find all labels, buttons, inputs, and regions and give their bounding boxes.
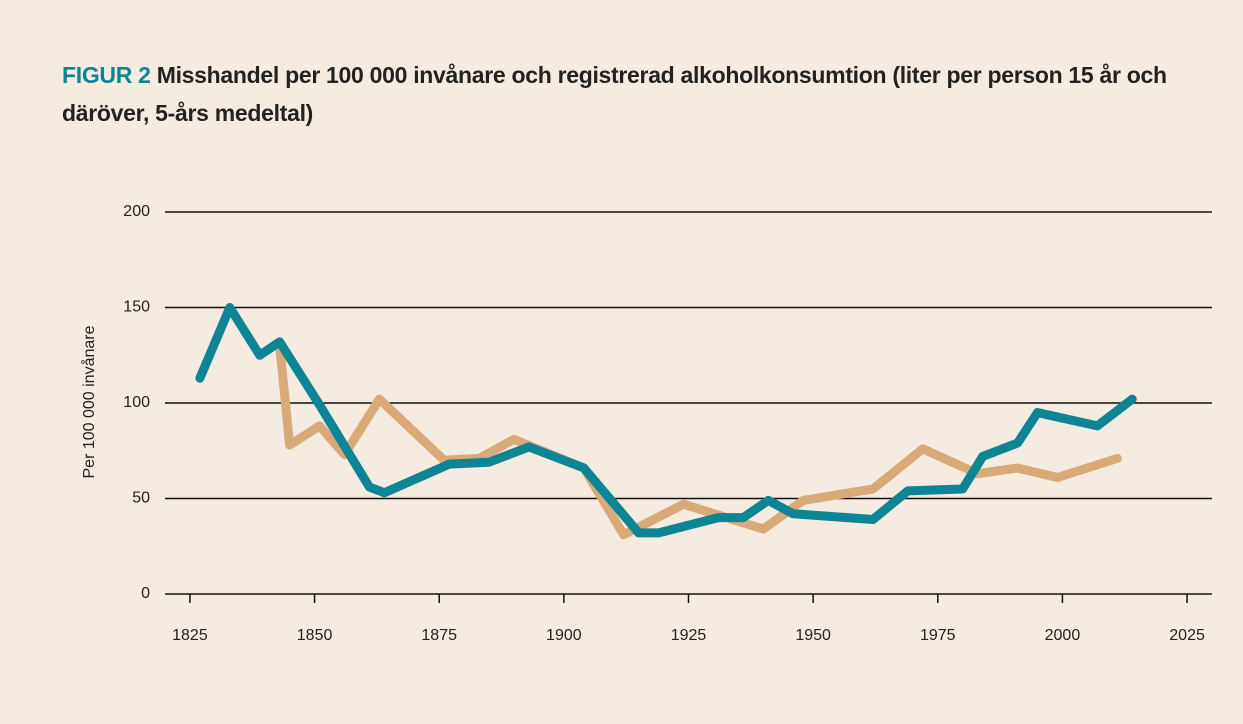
chart-title: Misshandel per 100 000 invånare och regi… bbox=[62, 62, 1167, 126]
y-tick-label: 0 bbox=[141, 585, 150, 602]
line bbox=[195, 303, 1137, 538]
x-tick-label: 1825 bbox=[172, 627, 208, 644]
x-tick-label: 1875 bbox=[421, 627, 457, 644]
y-tick-label: 50 bbox=[132, 490, 150, 507]
x-tick-label: 1950 bbox=[795, 627, 831, 644]
y-tick-label: 200 bbox=[123, 203, 150, 220]
line bbox=[275, 341, 1122, 540]
figure-label: FIGUR 2 bbox=[62, 62, 151, 88]
y-tick-label: 150 bbox=[123, 299, 150, 316]
x-tick-label: 1900 bbox=[546, 627, 582, 644]
x-tick-label: 1925 bbox=[671, 627, 707, 644]
chart-title-block: FIGUR 2 Misshandel per 100 000 invånare … bbox=[62, 56, 1172, 132]
x-tick-label: 2000 bbox=[1045, 627, 1081, 644]
x-tick-label: 1975 bbox=[920, 627, 956, 644]
x-tick-label: 1850 bbox=[297, 627, 333, 644]
x-tick-label: 2025 bbox=[1169, 627, 1205, 644]
y-axis-label: Per 100 000 invånare bbox=[80, 325, 98, 478]
y-tick-label: 100 bbox=[123, 394, 150, 411]
